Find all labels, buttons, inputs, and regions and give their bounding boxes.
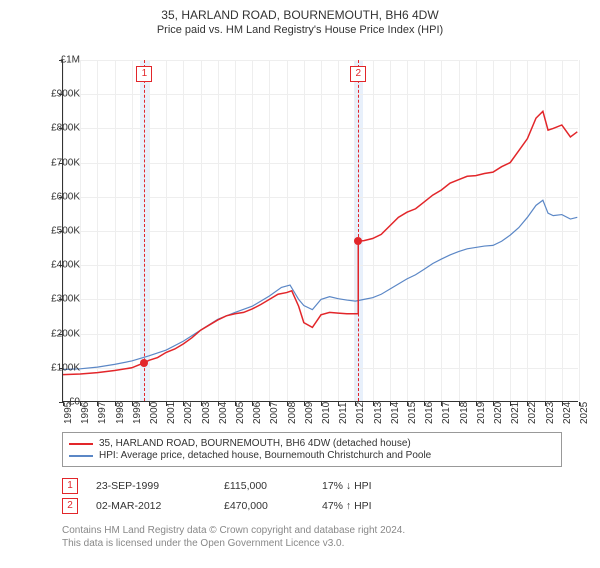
x-axis-tick-label: 2020 [493, 402, 504, 424]
y-axis-tick-label: £800K [36, 123, 80, 134]
x-axis-tick-label: 1999 [132, 402, 143, 424]
transaction-delta: 47% ↑ HPI [322, 500, 422, 512]
transaction-marker-box: 1 [62, 478, 78, 494]
x-axis-tick-label: 2003 [201, 402, 212, 424]
y-axis-tick-label: £500K [36, 226, 80, 237]
y-axis-tick-label: £100K [36, 362, 80, 373]
x-axis-tick-label: 2017 [441, 402, 452, 424]
legend-swatch [69, 443, 93, 445]
chart-lines-svg [63, 60, 579, 402]
x-axis-tick-label: 2007 [269, 402, 280, 424]
x-axis-tick-label: 2018 [459, 402, 470, 424]
transaction-row: 1 23-SEP-1999 £115,000 17% ↓ HPI [62, 478, 562, 494]
chart-title: 35, HARLAND ROAD, BOURNEMOUTH, BH6 4DW [0, 8, 600, 22]
legend-box: 35, HARLAND ROAD, BOURNEMOUTH, BH6 4DW (… [62, 432, 562, 467]
x-axis-tick-label: 2011 [338, 402, 349, 424]
footer-line-1: Contains HM Land Registry data © Crown c… [62, 524, 562, 537]
legend-swatch [69, 455, 93, 457]
y-axis-tick-label: £200K [36, 328, 80, 339]
x-axis-tick-label: 2015 [407, 402, 418, 424]
x-axis-tick-label: 2006 [252, 402, 263, 424]
transaction-date: 23-SEP-1999 [96, 480, 206, 492]
x-axis-tick-label: 2010 [321, 402, 332, 424]
chart-subtitle: Price paid vs. HM Land Registry's House … [0, 24, 600, 36]
y-axis-tick-label: £1M [36, 55, 80, 66]
chart-plot-area: 1995199619971998199920002001200220032004… [62, 60, 578, 402]
y-axis-tick-label: £400K [36, 260, 80, 271]
transaction-date: 02-MAR-2012 [96, 500, 206, 512]
transaction-delta: 17% ↓ HPI [322, 480, 422, 492]
x-axis-tick-label: 2004 [218, 402, 229, 424]
x-axis-tick-label: 1996 [80, 402, 91, 424]
x-axis-tick-label: 2019 [476, 402, 487, 424]
x-axis-tick-label: 2022 [527, 402, 538, 424]
x-axis-tick-label: 2014 [390, 402, 401, 424]
y-axis-tick-label: £900K [36, 89, 80, 100]
y-axis-tick-label: £300K [36, 294, 80, 305]
event-marker-box: 1 [136, 66, 152, 82]
grid-line-v [579, 60, 580, 401]
x-axis-tick-label: 2012 [355, 402, 366, 424]
x-axis-tick-label: 2024 [562, 402, 573, 424]
transaction-price: £470,000 [224, 500, 304, 512]
y-axis-tick-label: £700K [36, 157, 80, 168]
y-axis-tick-label: £600K [36, 191, 80, 202]
x-axis-tick-label: 2000 [149, 402, 160, 424]
x-axis-tick-label: 2021 [510, 402, 521, 424]
y-axis-tick-label: £0 [36, 397, 80, 408]
event-dot [354, 237, 362, 245]
x-axis-tick-label: 2008 [287, 402, 298, 424]
event-marker-box: 2 [350, 66, 366, 82]
transaction-price: £115,000 [224, 480, 304, 492]
x-axis-tick-label: 2001 [166, 402, 177, 424]
event-dot [140, 359, 148, 367]
x-axis-tick-label: 1997 [97, 402, 108, 424]
x-axis-tick-label: 2025 [579, 402, 590, 424]
x-axis-tick-label: 2023 [545, 402, 556, 424]
transaction-marker-box: 2 [62, 498, 78, 514]
x-axis-tick-label: 2009 [304, 402, 315, 424]
x-axis-tick-label: 2005 [235, 402, 246, 424]
legend-row: HPI: Average price, detached house, Bour… [69, 450, 555, 461]
legend-label: HPI: Average price, detached house, Bour… [99, 450, 431, 461]
transactions-table: 1 23-SEP-1999 £115,000 17% ↓ HPI 2 02-MAR-201… [62, 474, 562, 518]
x-axis-tick-label: 1998 [115, 402, 126, 424]
footer-attribution: Contains HM Land Registry data © Crown c… [62, 524, 562, 550]
footer-line-2: This data is licensed under the Open Gov… [62, 537, 562, 550]
series-line-hpi [63, 200, 577, 369]
transaction-row: 2 02-MAR-2012 £470,000 47% ↑ HPI [62, 498, 562, 514]
legend-row: 35, HARLAND ROAD, BOURNEMOUTH, BH6 4DW (… [69, 438, 555, 449]
x-axis-tick-label: 2013 [373, 402, 384, 424]
legend-label: 35, HARLAND ROAD, BOURNEMOUTH, BH6 4DW (… [99, 438, 411, 449]
x-axis-tick-label: 2002 [183, 402, 194, 424]
x-axis-tick-label: 2016 [424, 402, 435, 424]
series-line-price_paid [63, 111, 577, 374]
